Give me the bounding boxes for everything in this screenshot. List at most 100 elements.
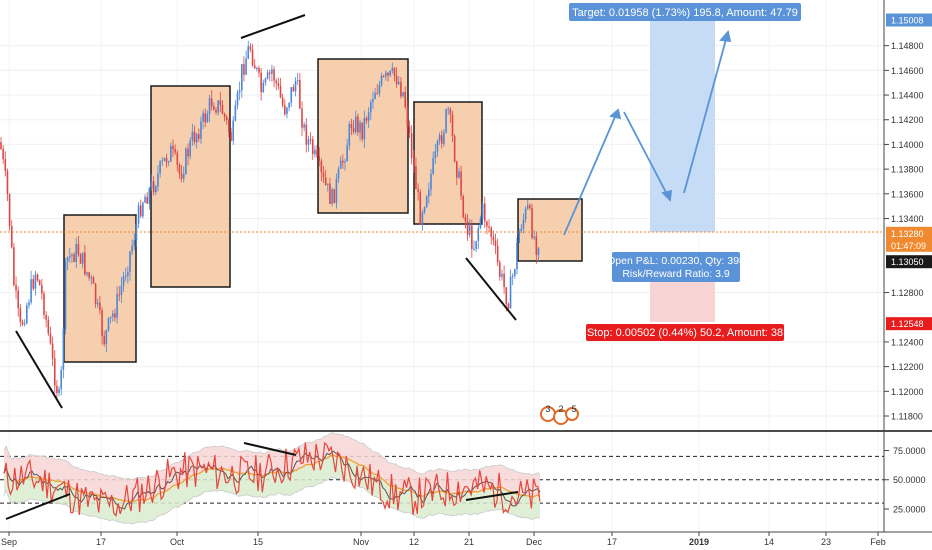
candle-body bbox=[124, 276, 127, 278]
candle-body bbox=[193, 131, 196, 143]
candle-body bbox=[228, 120, 230, 133]
time-tick-label: 23 bbox=[821, 537, 831, 547]
candle-body bbox=[415, 166, 417, 190]
candle-body bbox=[318, 156, 320, 161]
oscillator-axis: 75.0000 50.0000 25.0000 bbox=[884, 446, 926, 514]
candle-body bbox=[101, 310, 103, 337]
candle-body bbox=[122, 276, 125, 286]
candle-body bbox=[71, 254, 73, 256]
price-tick-label: 1.12800 bbox=[891, 288, 924, 298]
candle-body bbox=[202, 113, 204, 122]
candle-body bbox=[462, 196, 465, 218]
price-tick-label: 01:47:09 bbox=[891, 241, 926, 251]
candle-body bbox=[103, 336, 105, 345]
time-tick-label: 14 bbox=[764, 537, 774, 547]
candle-body bbox=[419, 191, 422, 225]
candle-body bbox=[320, 160, 323, 173]
price-tick-label: 1.12000 bbox=[891, 387, 924, 397]
candlesticks[interactable] bbox=[0, 40, 540, 398]
candle-body bbox=[393, 67, 396, 77]
candle-body bbox=[21, 321, 24, 325]
candle-body bbox=[234, 105, 237, 121]
candle-body bbox=[299, 79, 301, 109]
candle-body bbox=[161, 160, 164, 162]
candle-body bbox=[47, 319, 50, 334]
candle-body bbox=[438, 135, 441, 141]
candle-body bbox=[73, 254, 75, 262]
svg-text:Open P&L: 0.00230, Qty: 398: Open P&L: 0.00230, Qty: 398 bbox=[607, 255, 745, 267]
osc-divergence-line bbox=[465, 491, 519, 501]
candle-body bbox=[327, 183, 329, 186]
candle-body bbox=[372, 99, 374, 103]
event-badges[interactable]: 3 2 5 bbox=[540, 404, 579, 425]
box-2 bbox=[150, 85, 231, 288]
candle-body bbox=[475, 241, 477, 249]
target-zone bbox=[650, 16, 715, 232]
candle-body bbox=[354, 116, 357, 132]
osc-divergence-line bbox=[5, 493, 71, 520]
candle-body bbox=[316, 149, 318, 157]
price-tick-label: 1.12548 bbox=[891, 319, 924, 329]
candle-body bbox=[311, 139, 314, 155]
candle-body bbox=[210, 98, 213, 107]
candle-body bbox=[526, 205, 529, 209]
candle-body bbox=[357, 116, 359, 133]
svg-text:Stop: 0.00502 (0.44%) 50.2, Am: Stop: 0.00502 (0.44%) 50.2, Amount: 38 bbox=[587, 327, 783, 339]
candle-body bbox=[537, 247, 540, 255]
candle-body bbox=[445, 109, 447, 133]
price-tick-label: 1.12200 bbox=[891, 362, 924, 372]
candle-body bbox=[529, 205, 531, 208]
candle-body bbox=[410, 133, 413, 158]
candle-body bbox=[434, 151, 437, 159]
candle-body bbox=[430, 173, 432, 190]
candle-body bbox=[2, 149, 4, 160]
candle-body bbox=[232, 120, 234, 141]
candle-body bbox=[483, 203, 486, 222]
candle-body bbox=[406, 107, 409, 127]
candle-body bbox=[268, 72, 271, 74]
time-tick-label: Dec bbox=[526, 537, 543, 547]
price-axis-badge bbox=[886, 255, 932, 269]
candle-body bbox=[458, 171, 460, 178]
candle-body bbox=[112, 313, 114, 317]
candle-body bbox=[116, 294, 118, 318]
candle-body bbox=[152, 181, 155, 193]
candle-body bbox=[129, 251, 131, 273]
candle-body bbox=[251, 49, 254, 66]
candle-body bbox=[374, 93, 376, 100]
candle-body bbox=[266, 72, 269, 79]
time-axis[interactable]: Sep 17 Oct 15 Nov 12 21 Dec 17 2019 14 23 Feb bbox=[1, 532, 886, 547]
candle-body bbox=[17, 290, 19, 309]
candle-body bbox=[142, 202, 144, 217]
box-1 bbox=[63, 214, 137, 363]
candle-body bbox=[118, 294, 121, 296]
candle-body bbox=[365, 118, 368, 121]
candle-body bbox=[56, 385, 58, 394]
candle-body bbox=[236, 92, 239, 106]
candle-body bbox=[114, 313, 116, 318]
candle-body bbox=[402, 92, 404, 97]
time-tick-label: Feb bbox=[870, 537, 886, 547]
candle-body bbox=[66, 257, 69, 262]
price-tick-label: 1.13600 bbox=[891, 189, 924, 199]
candle-body bbox=[253, 65, 256, 69]
candle-body bbox=[0, 142, 2, 150]
candle-body bbox=[284, 105, 286, 115]
candle-body bbox=[172, 146, 174, 150]
projection-arrow-2 bbox=[661, 189, 673, 202]
candle-body bbox=[397, 81, 400, 84]
candle-body bbox=[417, 189, 419, 192]
svg-text:Risk/Reward Ratio: 3.9: Risk/Reward Ratio: 3.9 bbox=[622, 268, 730, 280]
candle-body bbox=[13, 247, 15, 285]
candle-body bbox=[127, 272, 129, 277]
oscillator-pane[interactable] bbox=[0, 432, 884, 525]
candle-body bbox=[241, 64, 243, 91]
candle-body bbox=[303, 124, 305, 128]
candle-body bbox=[245, 58, 247, 75]
candle-body bbox=[496, 245, 499, 263]
candle-body bbox=[84, 252, 86, 275]
pl-label: Open P&L: 0.00230, Qty: 398 Risk/Reward … bbox=[607, 252, 745, 282]
candle-body bbox=[443, 132, 445, 144]
price-axis[interactable]: 1.15008 1.14800 1.14600 1.14400 1.14200 1.140… bbox=[884, 13, 932, 422]
